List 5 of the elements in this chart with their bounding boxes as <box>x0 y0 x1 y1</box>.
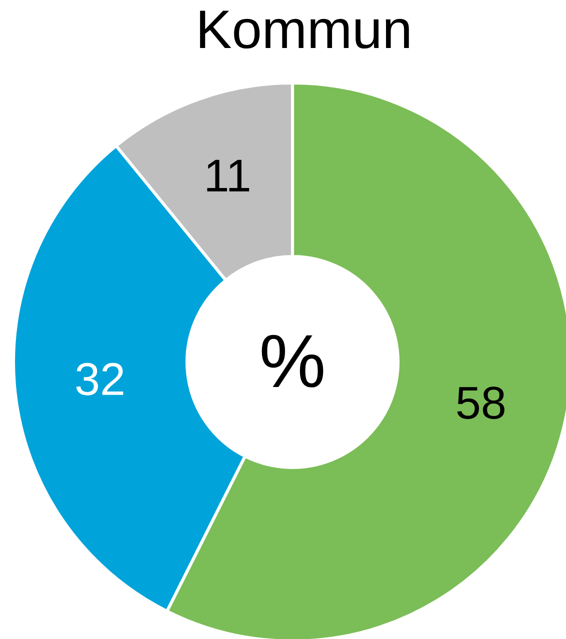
chart-title: Kommun <box>200 10 409 49</box>
data-label: 32 <box>76 362 124 396</box>
text: % <box>262 334 324 388</box>
data-label: 58 <box>457 386 504 420</box>
data-label: 11 <box>207 160 250 192</box>
